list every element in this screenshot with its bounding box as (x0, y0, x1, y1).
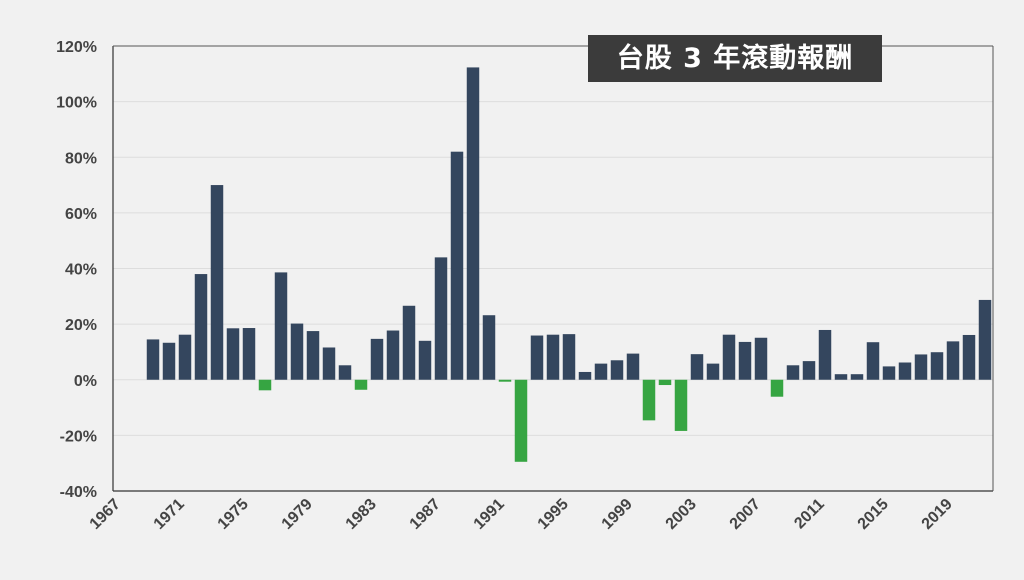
x-tick-label: 1991 (471, 496, 508, 533)
y-tick-label: 40% (65, 262, 97, 279)
bar-1996 (578, 371, 592, 380)
bar-1973 (210, 185, 224, 380)
bar-1974 (226, 328, 240, 380)
bar-1987 (434, 257, 448, 380)
x-tick-label: 1979 (279, 496, 316, 533)
bar-2016 (898, 362, 912, 380)
bar-2004 (706, 363, 720, 380)
bar-1986 (418, 340, 432, 380)
bar-1976 (258, 379, 272, 391)
y-tick-label: 120% (56, 39, 97, 56)
bar-2021 (978, 299, 992, 380)
bar-1978 (290, 323, 304, 380)
bar-1998 (610, 360, 624, 380)
bar-2005 (722, 334, 736, 380)
bar-2003 (690, 354, 704, 380)
bar-1982 (354, 379, 368, 390)
bar-2020 (962, 334, 976, 380)
y-tick-label: -20% (60, 428, 97, 445)
bar-1988 (450, 151, 464, 380)
bar-1990 (482, 315, 496, 380)
bar-2002 (674, 379, 688, 431)
y-tick-label: 100% (56, 95, 97, 112)
bar-1980 (322, 347, 336, 380)
bar-1983 (370, 338, 384, 380)
bar-2017 (914, 354, 928, 380)
bar-1975 (242, 328, 256, 380)
bar-2019 (946, 341, 960, 380)
bar-1992 (514, 379, 528, 462)
bar-1970 (162, 342, 176, 380)
bar-2010 (802, 361, 816, 380)
bar-2013 (850, 374, 864, 380)
bar-1994 (546, 334, 560, 380)
bar-1993 (530, 335, 544, 380)
bar-2014 (866, 342, 880, 380)
y-tick-label: -40% (60, 484, 97, 501)
x-tick-label: 1983 (343, 496, 380, 533)
bar-2001 (658, 379, 672, 386)
x-tick-label: 2015 (855, 496, 892, 533)
bar-1977 (274, 272, 288, 380)
x-tick-label: 1999 (599, 496, 636, 533)
bar-2011 (818, 329, 832, 380)
bar-1989 (466, 67, 480, 380)
x-tick-label: 1971 (151, 496, 188, 533)
bar-1995 (562, 334, 576, 380)
bar-1981 (338, 365, 352, 380)
bar-1969 (146, 339, 160, 380)
y-tick-label: 80% (65, 150, 97, 167)
x-tick-label: 1987 (407, 496, 444, 533)
bar-2018 (930, 352, 944, 380)
bar-2012 (834, 374, 848, 380)
bar-2009 (786, 365, 800, 380)
y-tick-label: 20% (65, 317, 97, 334)
x-tick-label: 2019 (919, 496, 956, 533)
bar-1991 (498, 379, 512, 382)
bar-1971 (178, 334, 192, 380)
bar-1984 (386, 330, 400, 380)
bar-1997 (594, 363, 608, 380)
x-tick-label: 2003 (663, 496, 700, 533)
bar-1999 (626, 353, 640, 380)
y-tick-label: 0% (74, 373, 97, 390)
bar-1985 (402, 305, 416, 380)
bar-2015 (882, 366, 896, 380)
bar-2007 (754, 337, 768, 380)
x-tick-label: 2011 (791, 496, 828, 533)
x-tick-label: 1967 (87, 496, 124, 533)
bar-2000 (642, 379, 656, 421)
x-tick-label: 1975 (215, 496, 252, 533)
bar-2008 (770, 379, 784, 397)
x-tick-label: 2007 (727, 496, 764, 533)
chart-title: 台股 3 年滾動報酬 (588, 35, 882, 82)
x-tick-label: 1995 (535, 496, 572, 533)
bar-2006 (738, 341, 752, 380)
y-tick-label: 60% (65, 206, 97, 223)
bar-1972 (194, 274, 208, 380)
bar-1979 (306, 331, 320, 380)
